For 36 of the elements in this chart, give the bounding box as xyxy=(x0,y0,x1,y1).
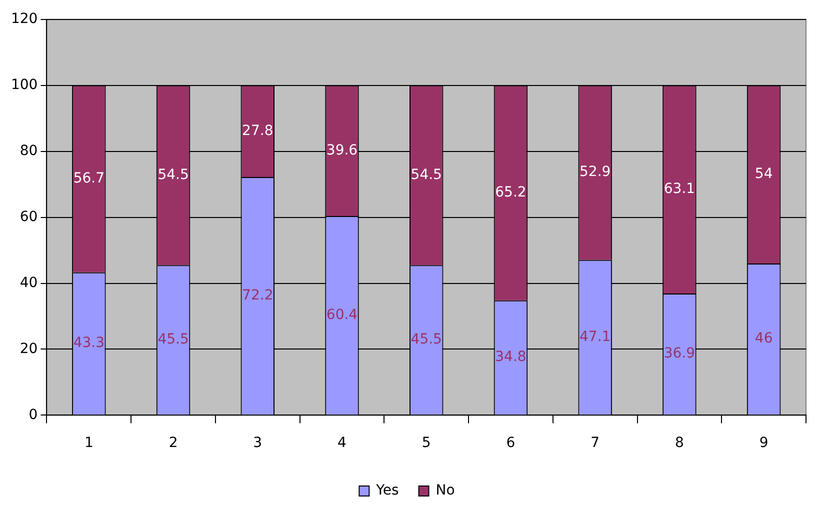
data-label: 54 xyxy=(754,166,773,182)
x-tick-label: 9 xyxy=(759,435,768,452)
y-tick-label: 80 xyxy=(20,142,38,159)
data-label: 56.7 xyxy=(73,170,104,187)
data-label: 65.2 xyxy=(495,184,526,201)
data-label: 45.5 xyxy=(410,332,442,348)
y-tick-label: 20 xyxy=(20,340,38,357)
x-tick-label: 4 xyxy=(338,435,347,452)
data-label: 47.1 xyxy=(580,328,611,345)
legend-label: Yes xyxy=(375,482,399,499)
y-tick-label: 100 xyxy=(10,77,38,94)
y-tick-label: 40 xyxy=(20,274,38,291)
data-label: 45.5 xyxy=(158,332,189,348)
data-label: 27.8 xyxy=(242,122,274,139)
data-label: 63.1 xyxy=(664,181,696,198)
x-tick-label: 6 xyxy=(506,435,516,452)
x-tick-label: 1 xyxy=(84,435,94,452)
legend-label: No xyxy=(436,482,455,499)
data-label: 72.2 xyxy=(242,288,274,304)
data-label: 43.3 xyxy=(73,335,104,352)
x-tick-label: 3 xyxy=(253,435,262,452)
data-label: 52.9 xyxy=(580,164,611,180)
data-label: 46 xyxy=(754,330,773,347)
x-tick-label: 7 xyxy=(590,435,600,452)
data-label: 60.4 xyxy=(326,306,358,323)
y-tick-label: 120 xyxy=(10,11,38,28)
data-label: 54.5 xyxy=(410,166,442,183)
y-tick-label: 60 xyxy=(20,208,38,225)
y-tick-label: 0 xyxy=(28,406,38,423)
data-label: 36.9 xyxy=(664,346,696,362)
x-tick-label: 5 xyxy=(422,435,431,452)
data-label: 54.5 xyxy=(158,166,189,183)
x-tick-label: 2 xyxy=(168,435,178,452)
data-label: 34.8 xyxy=(495,349,526,366)
x-tick-label: 8 xyxy=(674,435,684,452)
data-label: 39.6 xyxy=(326,142,358,158)
